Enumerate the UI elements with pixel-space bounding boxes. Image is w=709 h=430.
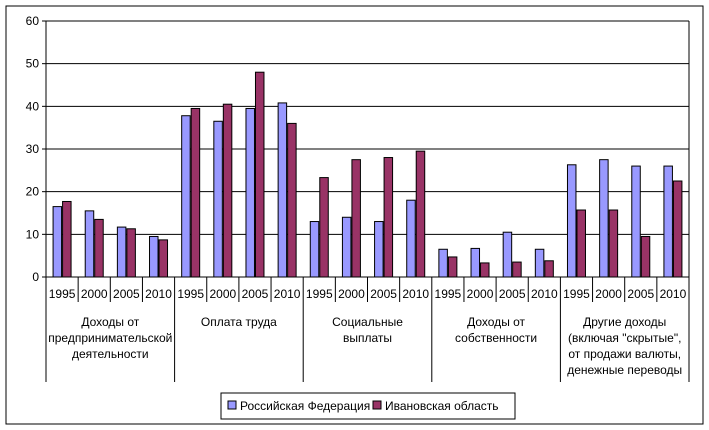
x-group-label: Доходы от <box>81 315 139 329</box>
x-year-label: 2000 <box>595 287 622 301</box>
x-group-label: деятельности <box>72 347 149 361</box>
bar <box>383 157 394 278</box>
x-group-label: собственности <box>455 331 537 345</box>
bar <box>62 200 72 278</box>
gridlines <box>46 20 689 235</box>
bar <box>126 228 136 278</box>
x-group-label: Оплата труда <box>201 315 277 329</box>
bar <box>599 159 609 278</box>
x-year-label: 2010 <box>274 287 301 301</box>
bar <box>566 164 577 278</box>
x-year-label: 1995 <box>563 287 590 301</box>
x-group-label: предпринимательской <box>48 331 172 345</box>
legend-box <box>220 392 516 420</box>
x-year-label: 2005 <box>499 287 526 301</box>
legend-label: Российская Федерация <box>240 399 370 413</box>
y-axis: 0 10 20 30 40 50 60 <box>26 14 690 284</box>
bar <box>608 209 619 278</box>
bar <box>84 210 95 278</box>
x-group-label: денежные переводы <box>567 363 682 377</box>
y-tick-label: 0 <box>32 270 39 284</box>
bar <box>52 206 63 278</box>
bar <box>544 260 554 278</box>
bar <box>631 165 641 278</box>
bar <box>341 216 352 278</box>
legend-swatch <box>227 400 237 410</box>
x-group-label: Доходы от <box>467 315 525 329</box>
legend-label: Ивановская область <box>385 399 499 413</box>
bar <box>319 177 329 278</box>
x-year-label: 2010 <box>531 287 558 301</box>
x-year-label: 2005 <box>370 287 397 301</box>
legend-swatch <box>372 400 382 410</box>
y-tick-label: 10 <box>26 227 40 241</box>
bar <box>94 218 104 278</box>
y-tick-label: 50 <box>26 57 40 71</box>
x-year-label: 2000 <box>209 287 236 301</box>
y-tick-label: 60 <box>26 14 40 28</box>
bar <box>149 235 159 278</box>
bar <box>116 226 127 278</box>
bar <box>502 231 513 278</box>
y-tick-label: 30 <box>26 142 40 156</box>
bar <box>277 102 288 278</box>
x-year-label: 2005 <box>242 287 269 301</box>
x-year-label: 2000 <box>338 287 365 301</box>
bar <box>672 180 683 278</box>
chart-area-border <box>5 5 704 425</box>
x-year-label: 1995 <box>435 287 462 301</box>
y-tick-label: 40 <box>26 99 40 113</box>
x-year-label: 2000 <box>467 287 494 301</box>
x-year-label: 1995 <box>306 287 333 301</box>
bar <box>245 107 255 278</box>
x-year-label: 2010 <box>145 287 172 301</box>
y-tick-label: 20 <box>26 185 40 199</box>
x-group-label: от продажи валюты, <box>568 347 681 361</box>
bar <box>190 107 201 278</box>
x-axis: 1995 2000 2005 2010 Доходы от предприниматель… <box>45 276 690 382</box>
bars <box>52 71 683 278</box>
x-year-label: 2005 <box>627 287 654 301</box>
bar <box>287 122 297 278</box>
x-group-label: выплаты <box>343 331 392 345</box>
x-group-label: Социальные <box>332 315 403 329</box>
bar <box>576 209 586 278</box>
bar <box>640 235 651 278</box>
x-group-label: Другие доходы <box>583 315 666 329</box>
bar <box>309 221 320 278</box>
x-year-label: 2000 <box>81 287 108 301</box>
x-year-label: 2010 <box>660 287 687 301</box>
bar <box>663 165 673 278</box>
bar <box>254 71 265 278</box>
legend: Российская Федерация Ивановская область <box>220 392 516 420</box>
bar <box>415 150 426 278</box>
bar <box>406 199 416 278</box>
bar <box>213 120 223 278</box>
x-year-label: 2010 <box>402 287 429 301</box>
bar <box>158 239 169 278</box>
x-year-label: 1995 <box>177 287 204 301</box>
bar <box>438 248 448 278</box>
x-year-label: 2005 <box>113 287 140 301</box>
bar <box>374 221 384 278</box>
bar <box>222 103 233 278</box>
bar <box>512 261 522 278</box>
bar <box>447 256 458 278</box>
bar <box>181 115 191 278</box>
x-group-label: (включая "скрытые", <box>568 331 681 345</box>
bar <box>534 248 545 278</box>
bar <box>480 262 490 278</box>
bar <box>351 159 361 278</box>
x-year-label: 1995 <box>49 287 76 301</box>
bar <box>470 247 481 278</box>
